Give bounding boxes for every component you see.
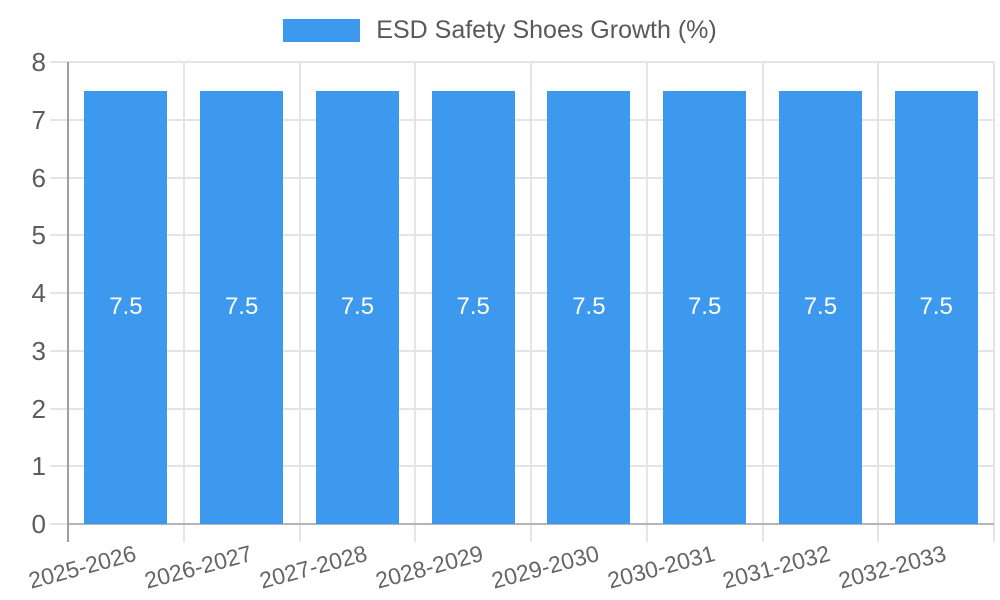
chart-legend[interactable]: ESD Safety Shoes Growth (%) — [0, 16, 1000, 45]
bar[interactable]: 7.5 — [431, 90, 515, 524]
x-gridline — [645, 62, 648, 542]
legend-label: ESD Safety Shoes Growth (%) — [376, 16, 717, 44]
y-axis-line — [67, 62, 69, 542]
x-gridline — [530, 62, 532, 542]
y-tick-mark — [50, 407, 68, 410]
bar-value-label: 7.5 — [687, 293, 722, 321]
y-axis-tick-label: 4 — [31, 278, 46, 308]
x-axis-baseline — [68, 523, 994, 525]
y-axis-tick-label: 8 — [31, 47, 46, 77]
y-axis-tick-label: 5 — [31, 220, 46, 251]
x-gridline — [414, 62, 417, 542]
y-tick-mark — [50, 349, 68, 352]
y-axis-tick-label: 1 — [31, 451, 46, 482]
bar-value-label: 7.5 — [456, 293, 490, 321]
x-gridline — [993, 62, 995, 542]
y-axis-tick-label: 6 — [31, 162, 46, 193]
bar-value-label: 7.5 — [803, 293, 838, 321]
y-tick-mark — [50, 292, 68, 294]
bar[interactable]: 7.5 — [84, 90, 168, 524]
bar[interactable]: 7.5 — [547, 90, 631, 524]
y-tick-mark — [50, 523, 68, 525]
y-tick-mark — [50, 176, 68, 179]
legend-swatch-icon — [283, 19, 361, 42]
y-axis-tick-label: 2 — [31, 393, 46, 424]
x-gridline — [761, 62, 764, 542]
bar-value-label: 7.5 — [572, 293, 606, 321]
y-tick-mark — [50, 465, 68, 468]
y-axis-tick-label: 7 — [31, 104, 46, 135]
bar[interactable]: 7.5 — [778, 90, 862, 524]
bar[interactable]: 7.5 — [894, 90, 978, 524]
y-axis-tick-label: 3 — [31, 335, 46, 366]
y-tick-mark — [50, 234, 68, 237]
y-axis-tick-label: 0 — [31, 509, 46, 539]
bar[interactable]: 7.5 — [663, 90, 747, 524]
y-tick-mark — [50, 61, 68, 63]
bar-value-label: 7.5 — [340, 293, 375, 321]
bar[interactable]: 7.5 — [200, 90, 284, 524]
bar-value-label: 7.5 — [109, 293, 143, 321]
x-gridline — [182, 62, 185, 542]
bar-value-label: 7.5 — [224, 293, 259, 321]
x-gridline — [877, 62, 880, 542]
y-tick-mark — [50, 118, 68, 121]
bar-value-label: 7.5 — [919, 293, 953, 321]
bar[interactable]: 7.5 — [315, 90, 399, 524]
x-gridline — [298, 62, 301, 542]
